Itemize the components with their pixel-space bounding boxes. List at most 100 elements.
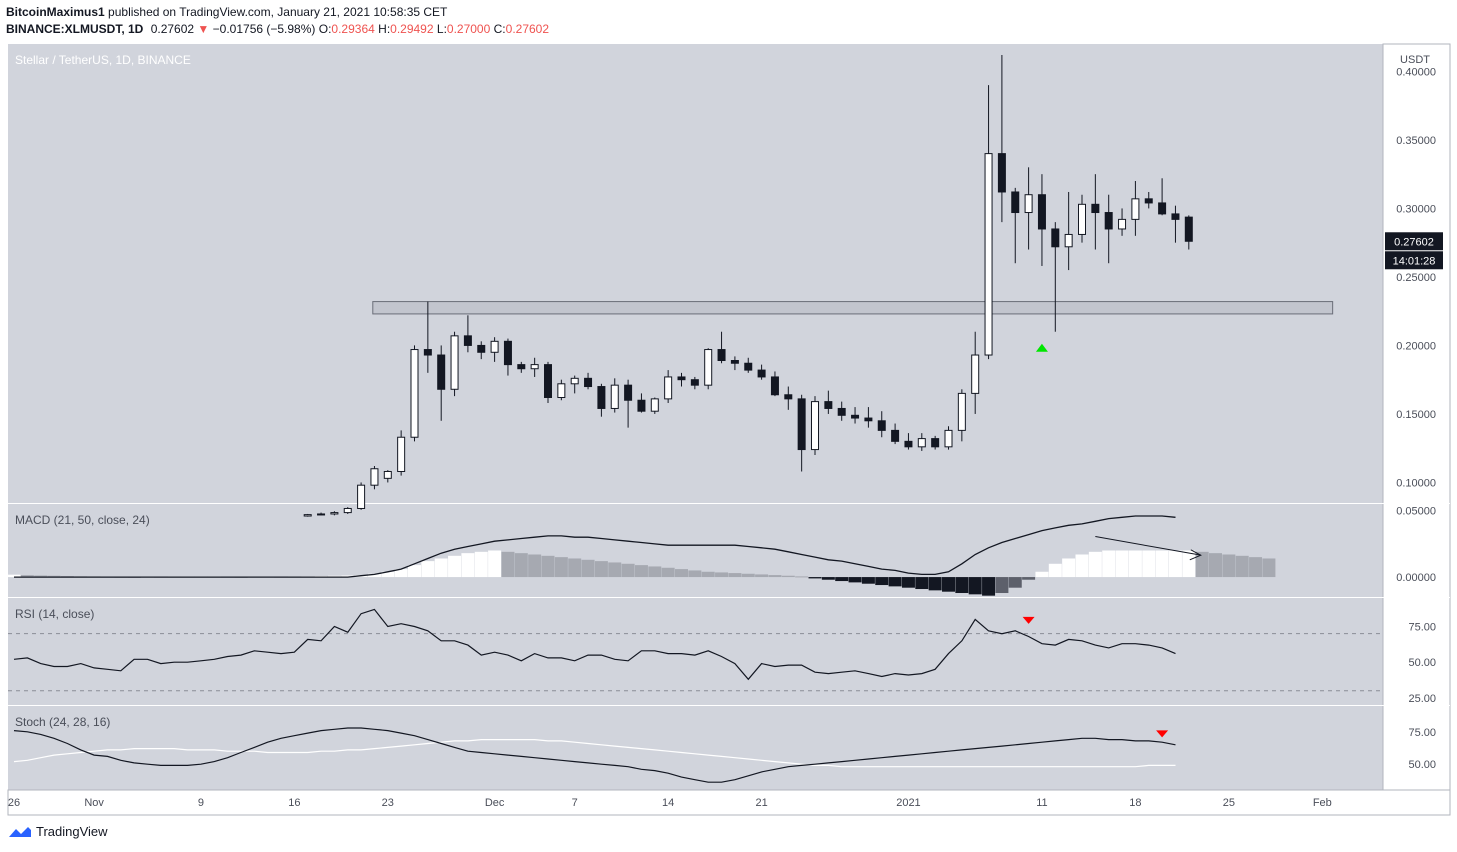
candle-body [397,436,406,472]
candle [1064,191,1073,271]
candle-body [517,364,526,370]
low-value: 0.27000 [446,22,491,36]
macd-histogram-bar [741,573,755,578]
countdown-badge [1385,251,1443,270]
candle [517,361,526,373]
macd-histogram-bar [20,575,34,578]
candle [1184,215,1193,250]
candle [944,426,953,450]
macd-histogram-bar [968,577,982,595]
candle [450,331,459,397]
author[interactable]: BitcoinMaximus1 [6,5,105,19]
macd-histogram-bar [448,555,462,578]
last-price-badge [1385,232,1443,251]
macd-arrowhead-icon [1189,549,1202,561]
candle [490,337,499,362]
candle-body [864,417,873,422]
macd-histogram-bar [928,577,942,591]
macd-histogram-bar [421,561,435,578]
candle [624,379,633,428]
candle-body [357,484,366,509]
macd-histogram-bar [327,575,341,578]
candle [677,372,686,387]
candle [584,372,593,390]
macd-line [14,515,1176,578]
price-tick-label: 0.15000 [1396,409,1436,421]
symbol: BINANCE:XLMUSDT, 1D [6,22,144,36]
macd-histogram-bar [675,569,688,578]
macd-histogram-bar [1128,550,1142,578]
candle-body [770,376,779,396]
candle-body [971,354,980,394]
macd-histogram-bar [715,572,729,578]
low-label: L: [436,22,447,36]
price-change: −0.01756 (−5.98%) [212,22,316,36]
candle [824,390,833,414]
time-tick-label: 16 [288,797,300,809]
macd-histogram-bar [1262,558,1276,578]
candle [1078,194,1086,243]
candle-body [757,369,766,378]
candle-body [597,386,606,409]
candle [1024,167,1033,250]
macd-histogram-bar [661,567,675,578]
time-tick-label: Nov [84,797,104,809]
candle-body [690,379,699,386]
candle-body [811,401,819,451]
candle [503,338,512,376]
macd-histogram-bar [514,553,528,578]
candle-body [570,377,579,385]
macd-histogram-bar [728,573,742,578]
candle [770,371,779,397]
macd-histogram-bar [1195,551,1209,578]
pane-2-background [8,598,1383,705]
macd-histogram-bar [915,577,929,590]
macd-histogram-bar [7,574,21,578]
macd-histogram-bar [501,551,515,578]
macd-histogram-bar [1182,550,1196,578]
candle [650,397,659,414]
macd-histogram-bar [955,577,969,594]
candle-body [343,507,352,514]
candle-body [1011,191,1020,214]
candle-body [957,392,966,431]
candle [690,376,699,390]
macd-histogram-bar [942,577,955,592]
candle [610,378,619,413]
candle [837,401,846,421]
price-pane-title: Stellar / TetherUS, 1D, BINANCE [15,53,191,67]
macd-histogram-bar [995,577,1009,594]
macd-histogram-bar [1222,554,1236,578]
candle-body [610,384,619,409]
candle-body [1118,218,1127,230]
macd-histogram-bar [1088,551,1102,578]
bullish-triangle-icon [1035,343,1048,352]
candle [877,411,886,438]
candle [730,356,739,371]
close-label: C: [493,22,506,36]
candle [317,512,326,516]
bearish-triangle-icon [1156,730,1169,738]
price-tick-label: 0.35000 [1396,135,1436,147]
candle [1158,178,1167,216]
macd-histogram-bar [634,565,648,578]
candle [597,383,606,417]
macd-histogram-bar [1155,550,1169,578]
candle-body [624,384,633,401]
candle [1091,174,1100,250]
macd-histogram-bar [1249,557,1263,578]
candle [704,348,713,390]
candle-body [437,354,446,390]
macd-histogram-bar [621,563,635,578]
candle-body [450,335,459,390]
candle-body [797,398,806,451]
macd-histogram-bar [1102,550,1116,578]
candle-body [1037,194,1046,230]
candle-body [704,349,713,386]
candle-body [490,340,499,353]
footer-brand[interactable]: TradingView [36,824,108,839]
macd-histogram-bar [474,551,488,578]
candle [1131,181,1140,236]
candle-body [851,414,860,419]
